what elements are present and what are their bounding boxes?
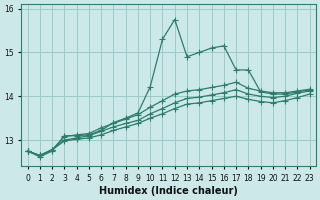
X-axis label: Humidex (Indice chaleur): Humidex (Indice chaleur) (99, 186, 238, 196)
